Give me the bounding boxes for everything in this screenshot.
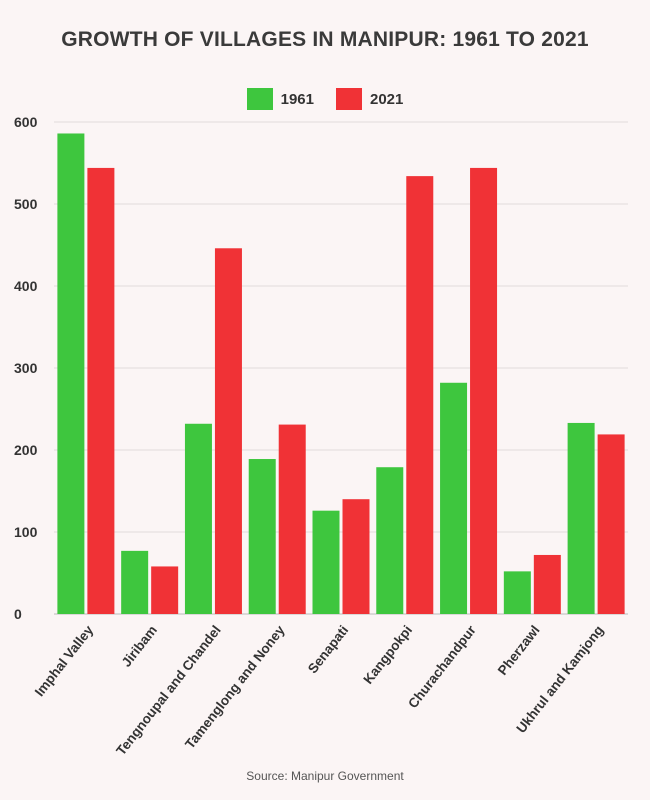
legend: 1961 2021: [0, 88, 650, 110]
y-tick-label-400: 400: [14, 278, 38, 294]
legend-item-2021: 2021: [336, 88, 403, 110]
legend-swatch-1961: [246, 88, 273, 110]
bar-jiribam-1961: [121, 550, 149, 614]
y-tick-label-600: 600: [14, 114, 38, 130]
bar-imphal-valley-1961: [57, 133, 85, 615]
x-tick-label-pherzawl: Pherzawl: [495, 623, 543, 678]
x-tick-label-imphal-valley: Imphal Valley: [32, 622, 97, 699]
bar-imphal-valley-2021: [87, 167, 115, 615]
bar-tamenglong-and-noney-2021: [278, 424, 306, 614]
legend-label-2021: 2021: [370, 90, 404, 108]
x-tick-label-jiribam: Jiribam: [119, 623, 160, 670]
bar-ukhrul-and-kamjong-2021: [597, 434, 625, 614]
legend-swatch-2021: [336, 88, 362, 110]
source-note: Source: Manipur Government: [246, 769, 404, 783]
legend-item-1961: 1961: [246, 88, 314, 110]
x-tick-label-senapati: Senapati: [305, 623, 351, 677]
chart-title: GROWTH OF VILLAGES IN MANIPUR: 1961 TO 2…: [61, 28, 589, 51]
bar-pherzawl-1961: [503, 571, 531, 614]
y-tick-label-0: 0: [14, 606, 22, 622]
bar-kangpokpi-2021: [406, 176, 434, 614]
x-tick-label-churachandpur: Churachandpur: [405, 622, 479, 711]
bar-churachandpur-1961: [440, 382, 468, 614]
bar-tamenglong-and-noney-1961: [248, 459, 276, 614]
y-tick-label-200: 200: [14, 442, 38, 458]
legend-label-1961: 1961: [280, 90, 314, 108]
x-tick-label-tengnoupal-and-chandel: Tengnoupal and Chandel: [113, 623, 223, 759]
bar-jiribam-2021: [151, 566, 179, 614]
bar-senapati-1961: [312, 510, 340, 614]
bar-churachandpur-2021: [470, 167, 498, 615]
bar-pherzawl-2021: [533, 554, 561, 614]
bar-tengnoupal-and-chandel-1961: [184, 423, 212, 614]
bar-kangpokpi-1961: [376, 467, 404, 614]
bar-senapati-2021: [342, 499, 370, 614]
y-tick-label-500: 500: [14, 196, 38, 212]
y-tick-label-100: 100: [14, 524, 38, 540]
y-tick-label-300: 300: [14, 360, 38, 376]
bar-tengnoupal-and-chandel-2021: [214, 248, 242, 614]
x-tick-label-kangpokpi: Kangpokpi: [360, 623, 415, 687]
bar-ukhrul-and-kamjong-1961: [567, 422, 595, 614]
